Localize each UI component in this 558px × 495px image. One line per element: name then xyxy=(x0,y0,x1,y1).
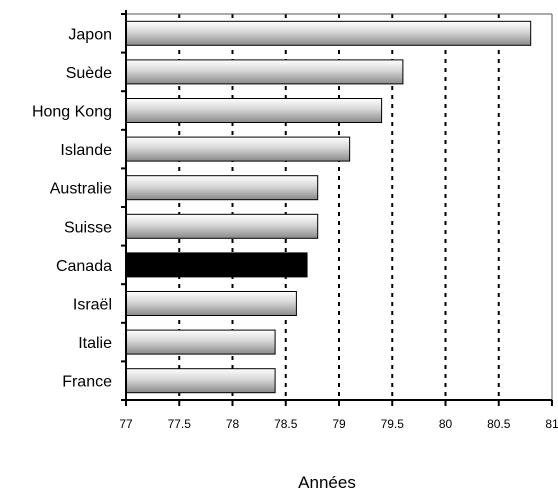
bar-italie xyxy=(125,329,276,355)
x-axis-title: Années xyxy=(298,473,356,492)
x-tick-label: 80 xyxy=(439,417,453,431)
category-label: Suède xyxy=(66,65,112,82)
x-tick-label: 79 xyxy=(332,417,346,431)
category-label: Australie xyxy=(50,181,112,198)
category-label: Suisse xyxy=(64,219,112,236)
labels: Japon Suède Hong Kong Islande Australie Suiss… xyxy=(32,26,558,431)
x-tick-label: 80.5 xyxy=(487,417,511,431)
bar-suisse xyxy=(125,213,319,239)
bar-japon xyxy=(125,20,532,46)
category-label: Italie xyxy=(78,335,112,352)
bar-france xyxy=(125,368,276,394)
x-tick-label: 79.5 xyxy=(381,417,405,431)
x-tick-label: 81 xyxy=(545,417,558,431)
bar-islande xyxy=(125,136,351,162)
category-label: Israël xyxy=(73,297,112,314)
category-label: Japon xyxy=(68,26,112,43)
x-tick-label: 78 xyxy=(226,417,240,431)
category-label: Canada xyxy=(56,258,112,275)
bar-suède xyxy=(125,59,404,85)
bars xyxy=(125,20,532,394)
axes xyxy=(121,10,553,406)
category-label: Islande xyxy=(60,142,112,159)
bar-australie xyxy=(125,175,319,201)
x-tick-label: 77 xyxy=(119,417,133,431)
x-tick-label: 78.5 xyxy=(274,417,298,431)
x-tick-label: 77.5 xyxy=(168,417,192,431)
category-label: Hong Kong xyxy=(32,104,112,121)
bar-hong-kong xyxy=(125,98,383,123)
category-label: France xyxy=(62,374,112,391)
bar-israël xyxy=(125,291,297,316)
bar-canada xyxy=(125,252,308,278)
